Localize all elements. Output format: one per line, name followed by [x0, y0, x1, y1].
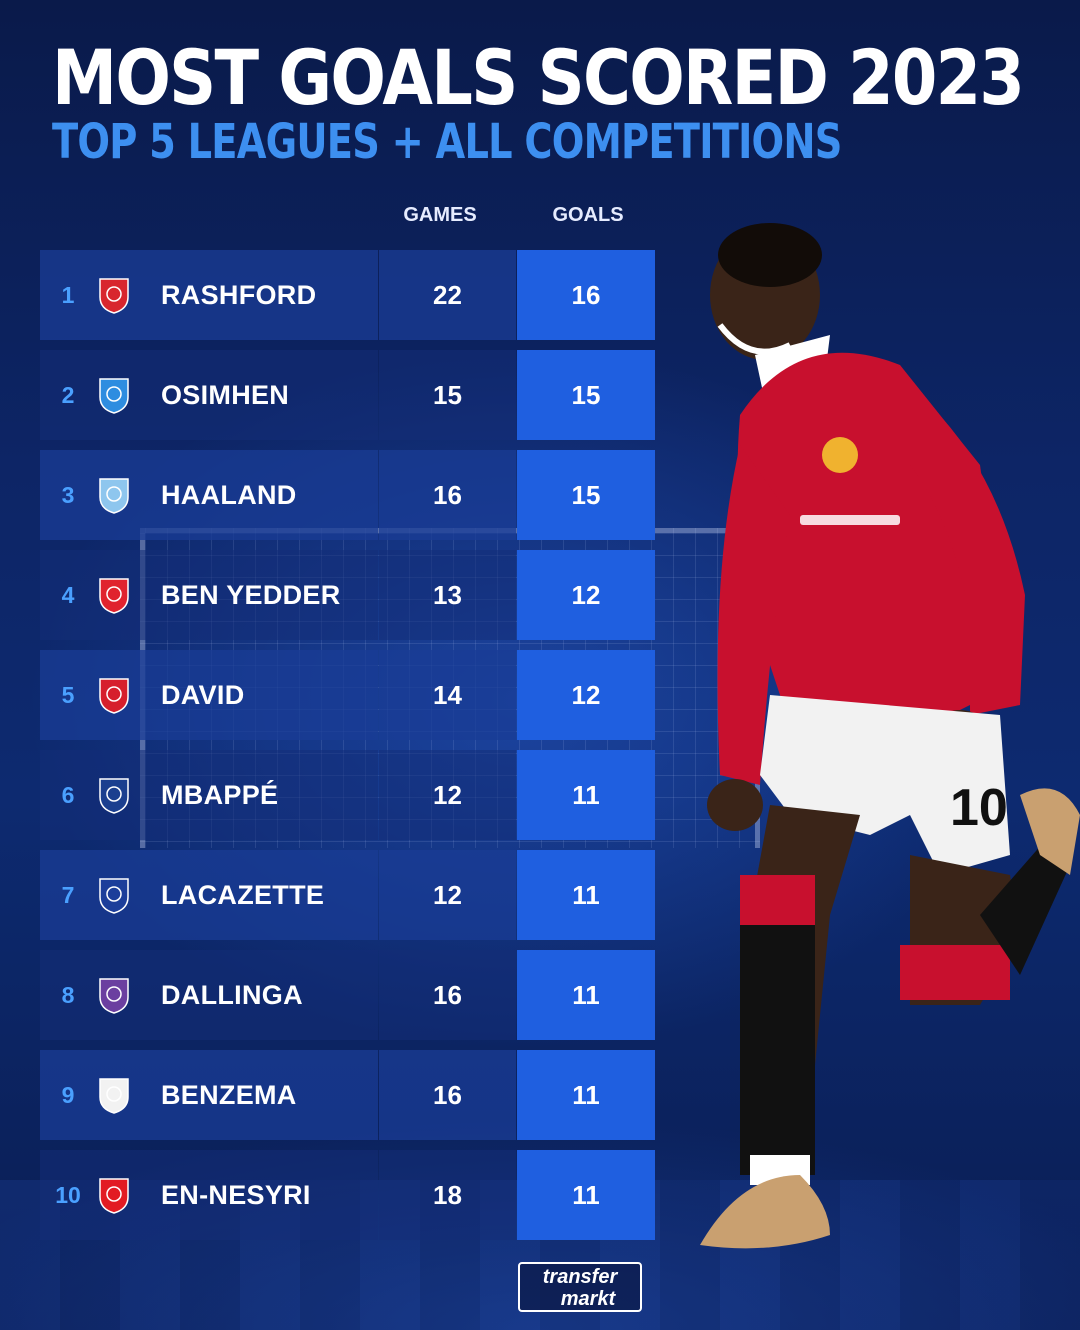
table-row: 4 BEN YEDDER 13 12: [40, 550, 655, 640]
player-cell: 3 HAALAND: [40, 450, 378, 540]
rank-number: 7: [61, 882, 75, 908]
games-value: 13: [433, 580, 462, 610]
games-cell: 15: [379, 350, 516, 440]
player-cell: 4 BEN YEDDER: [40, 550, 378, 640]
page-subtitle: TOP 5 LEAGUES + ALL COMPETITIONS: [52, 114, 842, 170]
goals-cell: 16: [517, 250, 655, 340]
monaco-crest-icon: [99, 578, 129, 614]
games-cell: 16: [379, 1050, 516, 1140]
games-column-header: GAMES: [403, 204, 477, 226]
goals-value: 11: [572, 880, 600, 910]
rank-number: 3: [61, 482, 75, 508]
rank-number: 8: [61, 982, 75, 1008]
goals-column-header: GOALS: [552, 204, 624, 226]
games-cell: 16: [379, 950, 516, 1040]
games-value: 18: [433, 1180, 462, 1210]
lyon-crest-icon: [99, 878, 129, 914]
games-value: 12: [433, 880, 462, 910]
table-row: 8 DALLINGA 16 11: [40, 950, 655, 1040]
goals-cell: 11: [517, 850, 655, 940]
player-cell: 10 EN-NESYRI: [40, 1150, 378, 1240]
games-value: 15: [433, 380, 462, 410]
player-name: EN-NESYRI: [161, 1180, 311, 1210]
table-row: 5 DAVID 14 12: [40, 650, 655, 740]
svg-text:10: 10: [950, 779, 1008, 837]
games-value: 12: [433, 780, 462, 810]
logo-line-2: markt: [560, 1288, 616, 1310]
rank-number: 2: [61, 382, 75, 408]
player-cell: 9 BENZEMA: [40, 1050, 378, 1140]
table-row: 2 OSIMHEN 15 15: [40, 350, 655, 440]
goals-cell: 12: [517, 550, 655, 640]
goals-cell: 11: [517, 1150, 655, 1240]
goals-value: 15: [571, 380, 601, 410]
player-name: HAALAND: [161, 480, 297, 510]
goals-value: 15: [571, 480, 601, 510]
goals-value: 11: [572, 1080, 600, 1110]
games-cell: 16: [379, 450, 516, 540]
rank-number: 1: [61, 282, 75, 308]
player-cell: 7 LACAZETTE: [40, 850, 378, 940]
goals-cell: 11: [517, 750, 655, 840]
games-value: 16: [433, 480, 462, 510]
table-row: 3 HAALAND 16 15: [40, 450, 655, 540]
player-name: MBAPPÉ: [161, 780, 279, 810]
goals-value: 16: [571, 280, 601, 310]
logo-line-1: transfer: [542, 1266, 618, 1288]
player-name: BENZEMA: [161, 1080, 297, 1110]
goals-cell: 11: [517, 950, 655, 1040]
player-cell: 2 OSIMHEN: [40, 350, 378, 440]
games-value: 22: [433, 280, 462, 310]
goals-value: 11: [572, 780, 600, 810]
player-name: DAVID: [161, 680, 245, 710]
table-row: 10 EN-NESYRI 18 11: [40, 1150, 655, 1240]
player-cell: 6 MBAPPÉ: [40, 750, 378, 840]
lille-crest-icon: [99, 678, 129, 714]
games-cell: 18: [379, 1150, 516, 1240]
goals-cell: 11: [517, 1050, 655, 1140]
rank-number: 10: [55, 1182, 81, 1208]
goals-cell: 12: [517, 650, 655, 740]
transfermarkt-logo: transfer markt: [518, 1262, 642, 1312]
psg-crest-icon: [99, 778, 129, 814]
goals-value: 11: [572, 1180, 600, 1210]
player-name: BEN YEDDER: [161, 580, 341, 610]
games-cell: 14: [379, 650, 516, 740]
rank-number: 6: [61, 782, 75, 808]
table-row: 6 MBAPPÉ 12 11: [40, 750, 655, 840]
player-name: OSIMHEN: [161, 380, 290, 410]
player-name: RASHFORD: [161, 280, 317, 310]
player-name: DALLINGA: [161, 980, 303, 1010]
player-cell: 5 DAVID: [40, 650, 378, 740]
games-value: 14: [433, 680, 462, 710]
goals-value: 11: [572, 980, 600, 1010]
goals-value: 12: [571, 580, 601, 610]
toulouse-crest-icon: [99, 978, 129, 1014]
player-cell: 1 RASHFORD: [40, 250, 378, 340]
player-cell: 8 DALLINGA: [40, 950, 378, 1040]
sevilla-crest-icon: [99, 1178, 129, 1214]
player-photo: 10: [700, 223, 1080, 1249]
table-row: 1 RASHFORD 22 16: [40, 250, 655, 340]
goals-cell: 15: [517, 450, 655, 540]
player-name: LACAZETTE: [161, 880, 325, 910]
games-value: 16: [433, 980, 462, 1010]
goals-value: 12: [571, 680, 601, 710]
table-row: 7 LACAZETTE 12 11: [40, 850, 655, 940]
games-cell: 12: [379, 850, 516, 940]
goals-cell: 15: [517, 350, 655, 440]
rank-number: 9: [61, 1082, 75, 1108]
page-title: MOST GOALS SCORED 2023: [52, 33, 1025, 122]
table-row: 9 BENZEMA 16 11: [40, 1050, 655, 1140]
manchester-city-crest-icon: [99, 478, 129, 514]
rank-number: 4: [61, 582, 75, 608]
napoli-crest-icon: [99, 378, 129, 414]
games-cell: 22: [379, 250, 516, 340]
real-madrid-crest-icon: [99, 1078, 129, 1114]
rank-number: 5: [61, 682, 75, 708]
games-cell: 13: [379, 550, 516, 640]
games-cell: 12: [379, 750, 516, 840]
games-value: 16: [433, 1080, 462, 1110]
manchester-united-crest-icon: [99, 278, 129, 314]
